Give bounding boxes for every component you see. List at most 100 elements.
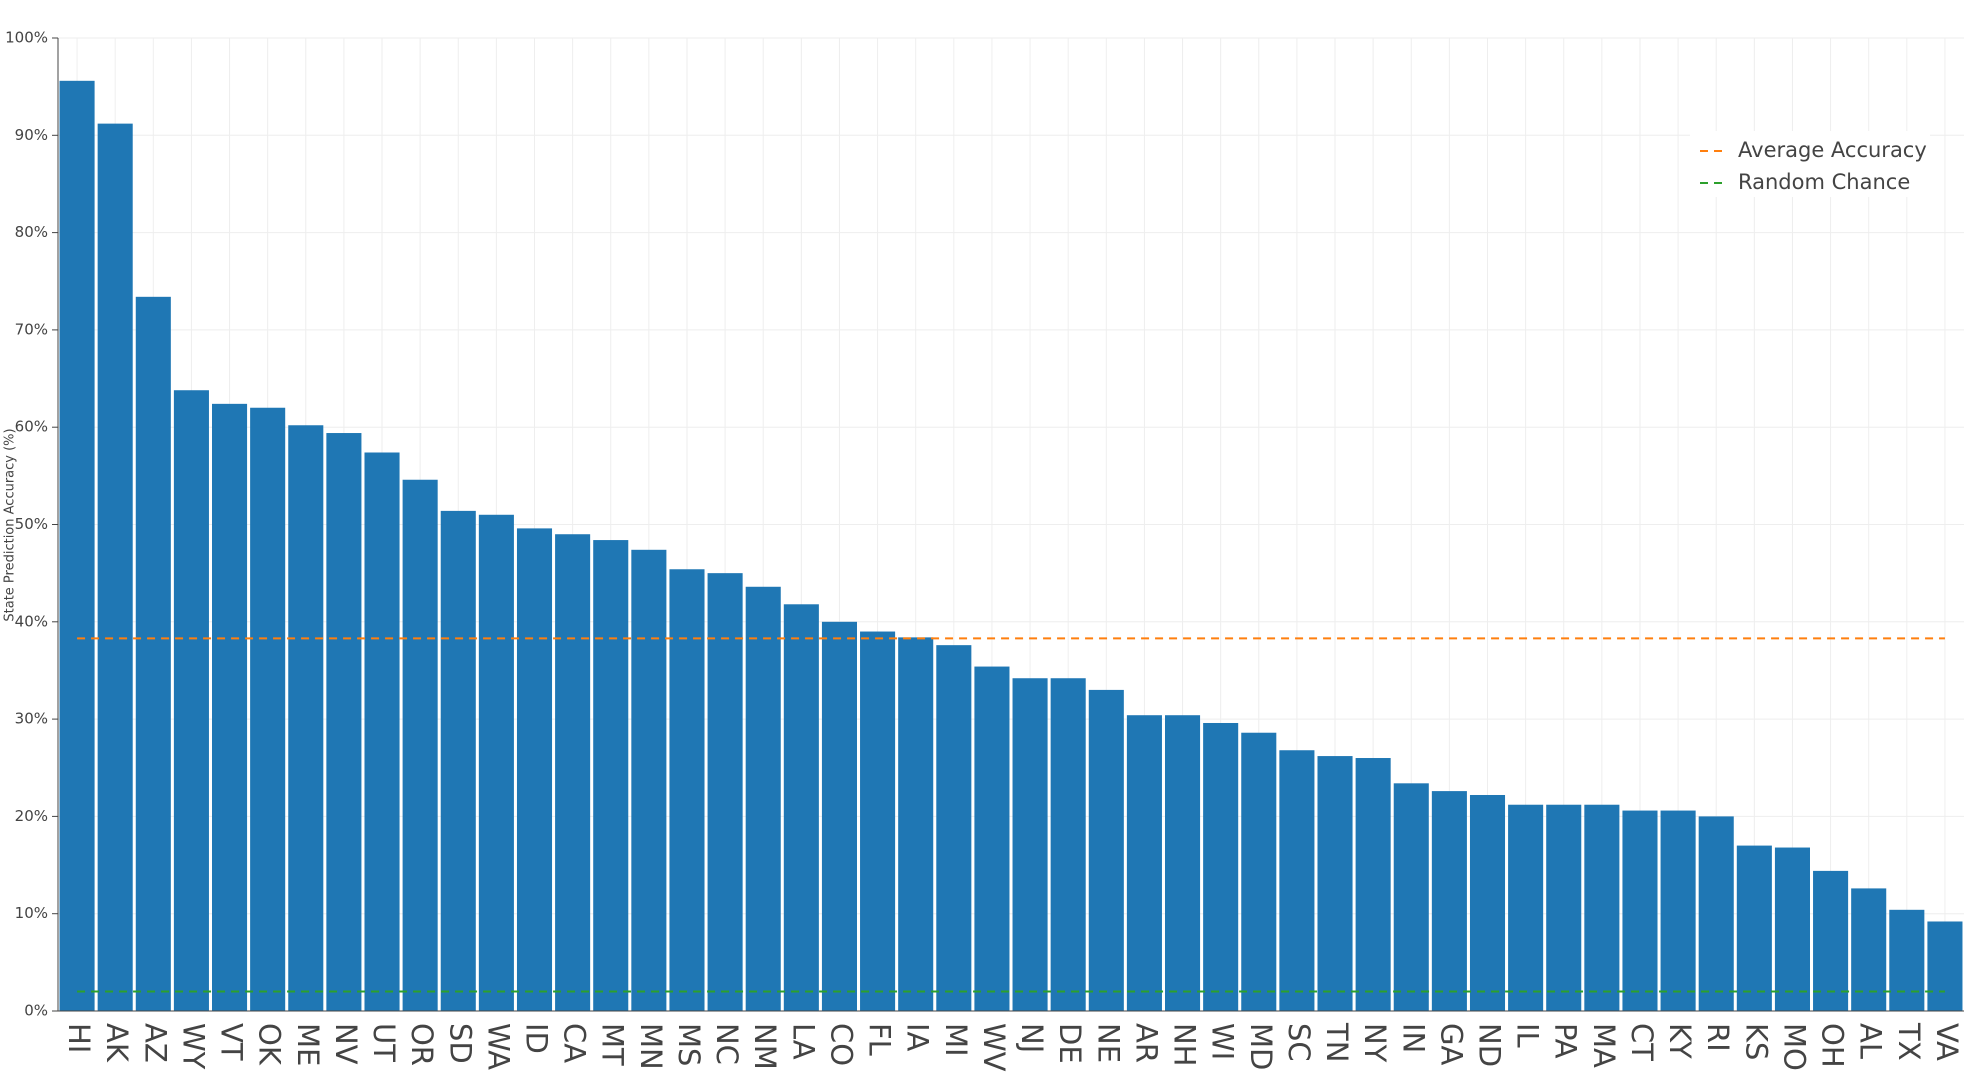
bar (1241, 732, 1277, 1011)
x-tick-label: IN (1396, 1023, 1430, 1053)
x-tick-label: NY (1358, 1023, 1392, 1063)
x-tick-label: WI (1206, 1023, 1240, 1060)
x-tick-label: MA (1587, 1023, 1621, 1068)
x-tick-label: NJ (1015, 1023, 1049, 1053)
x-tick-label: AK (100, 1023, 134, 1063)
bar (1622, 810, 1658, 1011)
x-tick-label: MO (1777, 1023, 1811, 1071)
x-tick-label: VT (215, 1023, 249, 1061)
x-tick-label: NM (748, 1023, 782, 1070)
x-tick-label: PA (1549, 1023, 1583, 1059)
y-tick-label: 80% (15, 223, 48, 241)
bar (59, 80, 95, 1011)
x-tick-label: MI (939, 1023, 973, 1057)
x-tick-label: CA (558, 1023, 592, 1063)
bar (745, 586, 781, 1011)
x-tick-label: NE (1091, 1023, 1125, 1063)
bar (326, 433, 362, 1012)
x-tick-label: NC (710, 1023, 744, 1065)
bar (173, 390, 209, 1011)
x-tick-label: WV (977, 1023, 1011, 1072)
bar (1050, 678, 1086, 1011)
bar (1546, 804, 1582, 1011)
x-tick-label: MD (1244, 1023, 1278, 1070)
bar (898, 637, 934, 1011)
x-tick-label: GA (1434, 1023, 1468, 1065)
bar (1393, 783, 1429, 1011)
bar (135, 296, 171, 1011)
bar (1774, 847, 1810, 1011)
x-tick-label: IA (901, 1023, 935, 1052)
bar (1736, 845, 1772, 1011)
x-tick-label: TN (1320, 1022, 1354, 1062)
legend: Average Accuracy Random Chance (1690, 131, 1930, 197)
y-tick-label: 90% (15, 126, 48, 144)
legend-box (1690, 131, 1930, 197)
bar (936, 645, 972, 1011)
x-tick-label: MT (596, 1023, 630, 1066)
bar (1584, 804, 1620, 1011)
bar (707, 573, 743, 1011)
y-tick-label: 40% (15, 612, 48, 630)
bar (860, 631, 896, 1011)
bar (516, 528, 553, 1011)
bar (974, 666, 1010, 1011)
bar (97, 123, 133, 1011)
legend-label: Average Accuracy (1738, 138, 1927, 162)
bar (1698, 816, 1734, 1011)
y-tick-label: 100% (5, 29, 48, 47)
x-tick-label: TX (1892, 1022, 1926, 1061)
x-tick-label: VA (1930, 1023, 1964, 1061)
x-tick-label: AR (1129, 1023, 1163, 1063)
bar (1203, 722, 1239, 1011)
x-tick-label: OR (405, 1023, 439, 1066)
bar (212, 403, 248, 1011)
bar (669, 569, 705, 1011)
x-tick-label: RI (1701, 1023, 1735, 1052)
x-tick-label: IL (1511, 1023, 1545, 1048)
x-tick-label: WY (176, 1023, 210, 1070)
x-tick-label: MN (634, 1023, 668, 1070)
bar (1927, 921, 1963, 1011)
bar (440, 510, 476, 1011)
bar (288, 425, 324, 1011)
bar (1317, 756, 1353, 1011)
bar (1165, 715, 1201, 1011)
bar (1126, 715, 1162, 1011)
bar (1889, 909, 1925, 1011)
bar (783, 604, 819, 1011)
x-tick-label: AZ (138, 1023, 172, 1063)
x-tick-label: OH (1816, 1023, 1850, 1068)
y-tick-label: 10% (15, 904, 48, 922)
x-tick-label: NH (1168, 1023, 1202, 1067)
bar (555, 534, 591, 1011)
bar (402, 479, 438, 1011)
bar (478, 514, 514, 1011)
y-tick-label: 70% (15, 320, 48, 338)
y-tick-label: 60% (15, 418, 48, 436)
x-tick-label: NV (329, 1023, 363, 1065)
x-tick-label: CO (824, 1023, 858, 1066)
x-tick-label: WA (481, 1023, 515, 1070)
x-tick-label: KS (1739, 1023, 1773, 1060)
y-axis-title: State Prediction Accuracy (%) (3, 428, 18, 621)
x-tick-label: FL (863, 1023, 897, 1056)
x-tick-label: ND (1473, 1023, 1507, 1067)
legend-label: Random Chance (1738, 170, 1910, 194)
x-tick-label: UT (367, 1023, 401, 1062)
bar (631, 549, 667, 1011)
x-tick-label: CT (1625, 1023, 1659, 1061)
bar (1469, 794, 1506, 1011)
x-tick-label: AL (1854, 1023, 1888, 1059)
y-tick-label: 0% (24, 1002, 48, 1020)
bar (821, 621, 857, 1011)
bar (1279, 750, 1315, 1011)
x-tick-label: ID (520, 1023, 554, 1054)
x-tick-label: DE (1053, 1023, 1087, 1064)
x-tick-label: HI (62, 1023, 96, 1053)
bar (1355, 758, 1391, 1011)
x-tick-label: ME (291, 1023, 325, 1066)
y-tick-label: 30% (15, 710, 48, 728)
x-tick-label: OK (253, 1023, 287, 1066)
